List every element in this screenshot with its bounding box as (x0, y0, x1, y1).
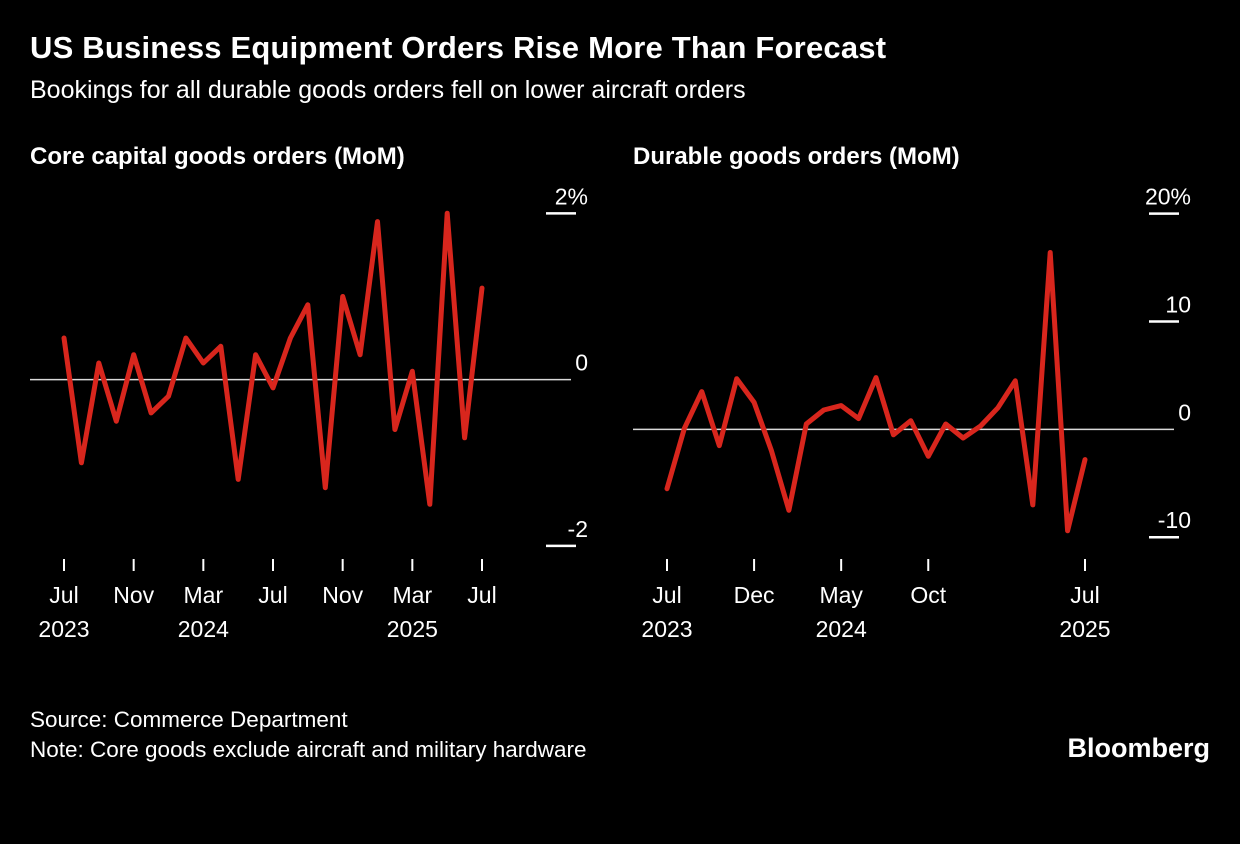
source-note-block: Source: Commerce Department Note: Core g… (30, 705, 587, 766)
x-tick-label: Dec (734, 582, 775, 608)
core-chart-title: Core capital goods orders (MoM) (30, 143, 405, 170)
x-tick-label: May (819, 582, 863, 608)
x-tick-label: Nov (113, 582, 154, 608)
source-text: Source: Commerce Department (30, 707, 348, 732)
y-tick-label: 10 (1165, 292, 1191, 318)
x-tick-label: Jul (467, 582, 496, 608)
charts-row: Core capital goods orders (MoM) 2% 0 -2 Jul… (30, 143, 1210, 655)
series-line (664, 250, 1088, 534)
x-tick-label: Jul (1070, 582, 1099, 608)
y-tick-label: 0 (575, 350, 588, 376)
chart-footer: Source: Commerce Department Note: Core g… (30, 705, 1210, 766)
x-tick-label: Jul (652, 582, 681, 608)
series-line (61, 210, 485, 507)
y-tick-label: 20% (1145, 184, 1191, 210)
y-tick-label: 2% (555, 183, 588, 209)
core-capital-goods-chart: Core capital goods orders (MoM) 2% 0 -2 Jul… (30, 143, 605, 655)
note-text: Note: Core goods exclude aircraft and mi… (30, 737, 587, 763)
x-tick-label: Jul (258, 582, 287, 608)
durable-chart-title: Durable goods orders (MoM) (633, 143, 960, 170)
durable-goods-chart: Durable goods orders (MoM) 20% 10 0 -10 Jul 2… (633, 143, 1208, 655)
durable-chart-canvas: 20% 10 0 -10 Jul 2023 Dec May 2024 Oct Jul 2025 (633, 184, 1191, 642)
bloomberg-logo: Bloomberg (1067, 732, 1210, 763)
x-tick-year-label: 2023 (38, 616, 89, 642)
x-tick-year-label: 2025 (1059, 616, 1110, 642)
x-tick-year-label: 2024 (816, 616, 867, 642)
x-tick-label: Mar (184, 582, 224, 608)
chart-header: US Business Equipment Orders Rise More T… (30, 30, 1210, 105)
x-tick-year-label: 2025 (387, 616, 438, 642)
x-tick-label: Oct (910, 582, 946, 608)
x-tick-label: Jul (49, 582, 78, 608)
y-tick-label: -2 (568, 516, 588, 542)
x-tick-label: Nov (322, 582, 363, 608)
page-subtitle: Bookings for all durable goods orders fe… (30, 76, 746, 104)
x-tick-year-label: 2024 (178, 616, 229, 642)
y-tick-label: -10 (1158, 507, 1191, 533)
y-tick-label: 0 (1178, 399, 1191, 425)
x-tick-year-label: 2023 (641, 616, 692, 642)
page-title: US Business Equipment Orders Rise More T… (30, 30, 887, 65)
core-chart-canvas: 2% 0 -2 Jul 2023 Nov Mar 2024 Jul Nov Mar 2025 Jul (30, 183, 588, 642)
x-tick-label: Mar (393, 582, 433, 608)
